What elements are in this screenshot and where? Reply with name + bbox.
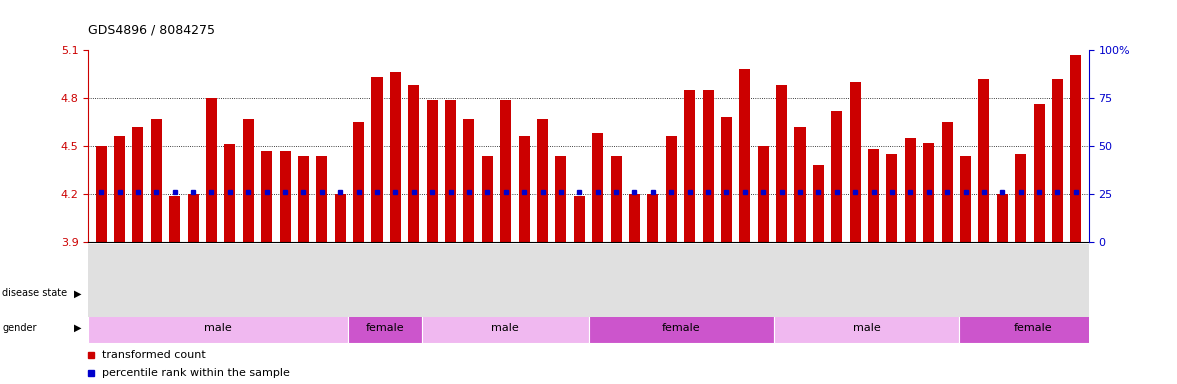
Bar (773, 313, 959, 343)
Bar (959, 313, 1108, 343)
Bar (372, 77, 383, 242)
Bar (573, 195, 585, 242)
Bar (794, 127, 805, 242)
Bar (445, 99, 457, 242)
Text: female: female (661, 323, 700, 333)
Bar (850, 82, 860, 242)
Bar (88, 278, 421, 308)
Bar (421, 278, 773, 308)
Bar (353, 122, 364, 242)
Bar (151, 119, 162, 242)
Bar (739, 69, 751, 242)
Bar (942, 122, 952, 242)
Bar (261, 151, 272, 242)
Bar (426, 99, 438, 242)
Bar (88, 313, 347, 343)
Bar (588, 313, 773, 343)
Text: severe asthma: severe asthma (899, 288, 982, 298)
Bar (537, 119, 548, 242)
Bar (666, 136, 677, 242)
Bar (647, 194, 658, 242)
Bar (773, 278, 1108, 308)
Bar (206, 98, 217, 242)
Bar (169, 195, 180, 242)
Bar (776, 85, 787, 242)
Text: male: male (491, 323, 519, 333)
Text: gender: gender (2, 323, 36, 333)
Bar (187, 194, 199, 242)
Bar (242, 119, 254, 242)
Text: disease state: disease state (2, 288, 67, 298)
Bar (132, 127, 144, 242)
Bar (960, 156, 971, 242)
Bar (556, 156, 566, 242)
Bar (408, 85, 419, 242)
Text: ▶: ▶ (74, 288, 81, 298)
Text: male: male (852, 323, 880, 333)
Bar (720, 117, 732, 242)
Text: female: female (1013, 323, 1052, 333)
Bar (758, 146, 769, 242)
Bar (869, 149, 879, 242)
Bar (519, 136, 530, 242)
Text: transformed count: transformed count (101, 350, 205, 360)
Bar (1052, 79, 1063, 242)
Bar (1015, 154, 1026, 242)
Bar (886, 154, 898, 242)
Bar (978, 79, 990, 242)
Bar (592, 133, 603, 242)
Bar (1033, 104, 1045, 242)
Bar (703, 90, 713, 242)
Bar (298, 156, 308, 242)
Bar (831, 111, 843, 242)
Bar (464, 119, 474, 242)
Bar (347, 313, 421, 343)
Bar (481, 156, 493, 242)
Bar (500, 99, 511, 242)
Bar (95, 146, 107, 242)
Text: percentile rank within the sample: percentile rank within the sample (101, 367, 290, 377)
Bar (334, 194, 346, 242)
Bar (421, 313, 588, 343)
Bar (317, 156, 327, 242)
Bar (905, 138, 916, 242)
Bar (280, 151, 291, 242)
Text: GDS4896 / 8084275: GDS4896 / 8084275 (88, 23, 215, 36)
Bar (1070, 55, 1082, 242)
Text: ▶: ▶ (74, 323, 81, 333)
Bar (390, 72, 401, 242)
Bar (997, 194, 1008, 242)
Bar (114, 136, 125, 242)
Text: healthy control: healthy control (213, 288, 297, 298)
Text: female: female (365, 323, 404, 333)
Text: mild asthma: mild asthma (563, 288, 632, 298)
Bar (611, 156, 621, 242)
Bar (923, 143, 935, 242)
Text: male: male (204, 323, 232, 333)
Bar (225, 144, 235, 242)
Bar (684, 90, 696, 242)
Bar (813, 165, 824, 242)
Bar (629, 194, 640, 242)
